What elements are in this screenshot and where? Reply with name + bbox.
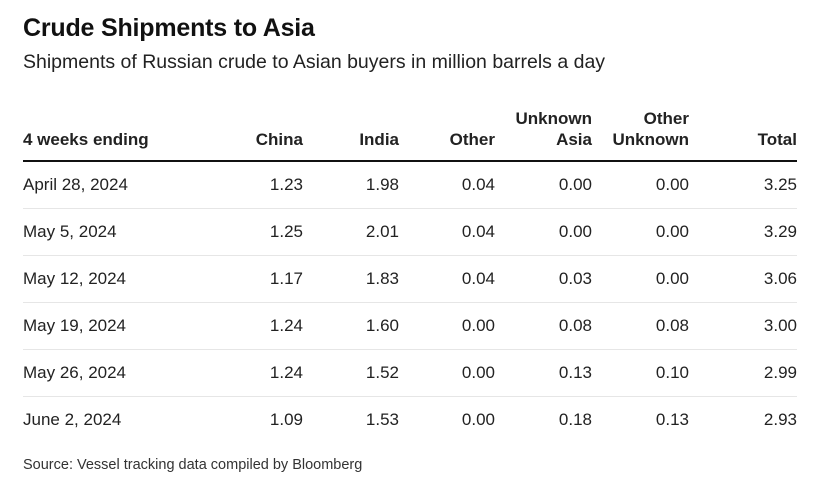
row-label: April 28, 2024 — [23, 175, 128, 194]
column-header-line: Unknown — [515, 109, 593, 128]
column-header-china: China — [256, 129, 303, 150]
cell-other-unknown: 0.08 — [655, 316, 689, 335]
cell-unknown-asia: 0.08 — [558, 316, 592, 335]
cell-other-unknown: 0.00 — [655, 222, 689, 241]
column-header-other: Other — [450, 129, 495, 150]
column-header-line: India — [359, 130, 399, 149]
cell-india: 1.53 — [365, 410, 399, 429]
table-row: May 5, 2024 1.25 2.01 0.04 0.00 0.00 3.29 — [23, 209, 797, 256]
cell-unknown-asia: 0.00 — [558, 175, 592, 194]
row-label: May 5, 2024 — [23, 222, 117, 241]
cell-china: 1.17 — [269, 269, 303, 288]
cell-other: 0.04 — [461, 222, 495, 241]
cell-china: 1.09 — [269, 410, 303, 429]
cell-china: 1.24 — [269, 363, 303, 382]
cell-china: 1.23 — [269, 175, 303, 194]
column-header-line: Total — [757, 130, 797, 149]
cell-other-unknown: 0.00 — [655, 175, 689, 194]
column-header-line: 4 weeks ending — [23, 130, 149, 149]
column-header-week: 4 weeks ending — [23, 129, 149, 150]
column-header-line: Asia — [556, 130, 592, 149]
chart-subtitle: Shipments of Russian crude to Asian buye… — [23, 51, 606, 73]
cell-unknown-asia: 0.18 — [558, 410, 592, 429]
cell-other-unknown: 0.10 — [655, 363, 689, 382]
column-header-other-unknown: Other Unknown — [613, 108, 690, 150]
cell-other-unknown: 0.00 — [655, 269, 689, 288]
column-header-line: Unknown — [612, 130, 690, 149]
cell-unknown-asia: 0.00 — [558, 222, 592, 241]
cell-other: 0.04 — [461, 269, 495, 288]
column-header-line: China — [255, 130, 303, 149]
cell-total: 3.25 — [763, 175, 797, 194]
cell-total: 2.93 — [763, 410, 797, 429]
column-header-unknown-asia: Unknown Asia — [516, 108, 593, 150]
cell-other: 0.00 — [461, 363, 495, 382]
row-label: May 26, 2024 — [23, 363, 127, 382]
row-label: June 2, 2024 — [23, 410, 122, 429]
column-header-india: India — [359, 129, 399, 150]
table-row: May 12, 2024 1.17 1.83 0.04 0.03 0.00 3.06 — [23, 256, 797, 303]
table-row: June 2, 2024 1.09 1.53 0.00 0.18 0.13 2.93 — [23, 397, 797, 443]
table-body: April 28, 2024 1.23 1.98 0.04 0.00 0.00 3.25 Ma… — [23, 162, 797, 443]
cell-other-unknown: 0.13 — [655, 410, 689, 429]
column-header-line: Other — [643, 109, 689, 128]
cell-india: 1.52 — [365, 363, 399, 382]
cell-china: 1.25 — [269, 222, 303, 241]
column-header-total: Total — [758, 129, 797, 150]
source-note: Source: Vessel tracking data compiled by… — [23, 457, 363, 473]
table-row: May 19, 2024 1.24 1.60 0.00 0.08 0.08 3.00 — [23, 303, 797, 350]
cell-total: 3.00 — [763, 316, 797, 335]
column-header-line: Other — [449, 130, 495, 149]
cell-other: 0.04 — [461, 175, 495, 194]
row-label: May 12, 2024 — [23, 269, 127, 288]
table-row: May 26, 2024 1.24 1.52 0.00 0.13 0.10 2.99 — [23, 350, 797, 397]
cell-unknown-asia: 0.13 — [558, 363, 592, 382]
cell-india: 1.98 — [365, 175, 399, 194]
cell-other: 0.00 — [461, 316, 495, 335]
chart-title: Crude Shipments to Asia — [23, 14, 315, 42]
row-label: May 19, 2024 — [23, 316, 127, 335]
cell-china: 1.24 — [269, 316, 303, 335]
cell-total: 3.06 — [763, 269, 797, 288]
data-table: 4 weeks ending China India Other Unknown Asia… — [23, 104, 797, 443]
cell-other: 0.00 — [461, 410, 495, 429]
cell-unknown-asia: 0.03 — [558, 269, 592, 288]
table-header: 4 weeks ending China India Other Unknown Asia… — [23, 104, 797, 162]
cell-total: 2.99 — [763, 363, 797, 382]
cell-india: 1.83 — [365, 269, 399, 288]
table-row: April 28, 2024 1.23 1.98 0.04 0.00 0.00 3.25 — [23, 162, 797, 209]
cell-india: 2.01 — [365, 222, 399, 241]
cell-total: 3.29 — [763, 222, 797, 241]
cell-india: 1.60 — [365, 316, 399, 335]
